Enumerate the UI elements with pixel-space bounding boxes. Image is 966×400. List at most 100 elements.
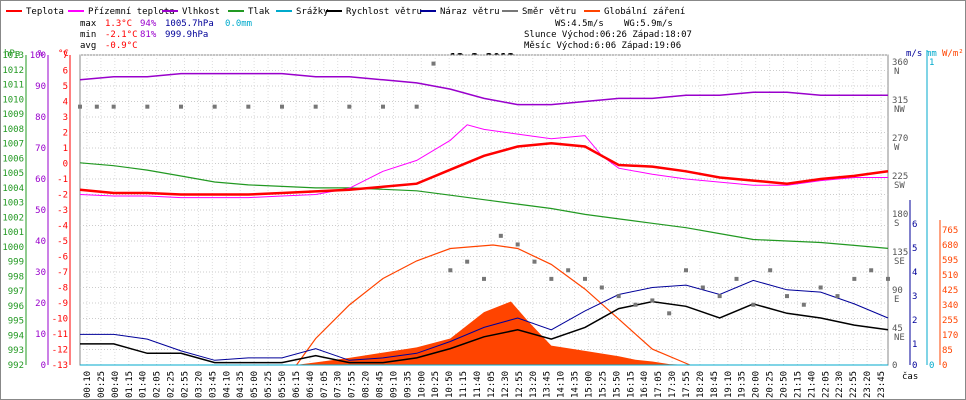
direction-tick-label: 135	[892, 248, 908, 258]
wind-direction-point	[414, 104, 419, 109]
wind-direction-point	[94, 104, 99, 109]
time-tick-label: 00:10	[83, 371, 93, 398]
direction-compass-label: SW	[894, 181, 905, 191]
legend-label: Směr větru	[522, 7, 576, 17]
plot-area	[78, 61, 890, 366]
wind-direction-point	[179, 104, 183, 109]
time-tick-label: 05:00	[250, 371, 260, 398]
time-tick-label: 22:30	[835, 371, 845, 398]
max-humidity: 94%	[140, 19, 157, 29]
wind-direction-point	[532, 259, 537, 264]
wind-speed-stat: WS:4.5m/s	[555, 19, 604, 29]
left-unit-label: hPa	[4, 49, 20, 59]
temperature-tick-label: 7	[63, 51, 68, 61]
time-tick-label: 00:40	[111, 371, 121, 398]
time-tick-label: 12:55	[515, 371, 525, 398]
temperature-tick-label: 2	[63, 129, 68, 139]
radiation-tick-label: 85	[942, 346, 953, 356]
time-tick-label: 18:20	[696, 371, 706, 398]
time-tick-label: 02:55	[180, 371, 190, 398]
pressure-tick-label: 1013	[2, 51, 24, 61]
time-tick-label: 20:50	[780, 371, 790, 398]
pressure-tick-label: 1001	[2, 228, 24, 238]
time-tick-label: 12:30	[501, 371, 511, 398]
time-tick-label: 06:40	[306, 371, 316, 398]
temperature-tick-label: 0	[63, 160, 68, 170]
radiation-tick-label: 255	[942, 316, 958, 326]
time-tick-label: 13:20	[529, 371, 539, 398]
direction-tick-label: 45	[892, 324, 903, 334]
legend-label: Tlak	[248, 7, 270, 17]
radiation-tick-label: 680	[942, 241, 958, 251]
time-tick-label: 20:25	[766, 371, 776, 398]
min-pressure: 999.9hPa	[165, 30, 208, 40]
wind-speed-tick-label: 4	[912, 268, 917, 278]
wind-direction-point	[498, 233, 503, 238]
temperature-tick-label: -8	[57, 284, 68, 294]
time-tick-label: 18:45	[710, 371, 720, 398]
pressure-tick-label: 1007	[2, 140, 24, 150]
time-tick-label: 15:25	[598, 371, 608, 398]
time-tick-label: 10:50	[445, 371, 455, 398]
direction-tick-label: 270	[892, 134, 908, 144]
wind-direction-point	[835, 294, 840, 299]
stats-panel: max 1.3°C 94% 1005.7hPa 0.0mm min -2.1°C…	[80, 19, 692, 51]
sun-times: Slunce Východ:06:26 Západ:18:07	[524, 30, 692, 40]
time-tick-label: 21:15	[793, 371, 803, 398]
direction-tick-label: 225	[892, 172, 908, 182]
direction-compass-label: W	[894, 143, 900, 153]
wind-direction-point	[633, 302, 638, 307]
time-tick-label: 10:00	[417, 371, 427, 398]
max-rain: 0.0mm	[225, 19, 252, 29]
wind-direction-point	[347, 104, 352, 109]
temperature-tick-label: 6	[63, 67, 68, 77]
humidity-tick-label: 30	[35, 268, 46, 278]
wind-direction-point	[650, 298, 655, 303]
time-tick-label: 00:25	[97, 371, 107, 398]
direction-compass-label: NE	[894, 333, 905, 343]
temperature-tick-label: -10	[52, 315, 68, 325]
legend-label: Náraz větru	[440, 7, 500, 17]
wind-direction-point	[280, 104, 284, 109]
radiation-tick-label: 0	[942, 361, 947, 371]
pressure-tick-label: 999	[8, 258, 24, 268]
direction-tick-label: 180	[892, 210, 908, 220]
pressure-tick-label: 1003	[2, 199, 24, 209]
time-tick-label: 07:55	[348, 371, 358, 398]
pressure-tick-label: 1008	[2, 125, 24, 135]
temperature-tick-label: -7	[57, 268, 68, 278]
wind-direction-point	[566, 268, 571, 273]
temperature-tick-label: -4	[57, 222, 68, 232]
time-tick-label: 14:10	[557, 371, 567, 398]
wind-direction-point	[78, 104, 82, 109]
wind-direction-point	[111, 104, 116, 109]
pressure-tick-label: 1000	[2, 243, 24, 253]
temperature-tick-label: -6	[57, 253, 68, 263]
time-tick-label: 21:40	[807, 371, 817, 398]
pressure-tick-label: 1005	[2, 169, 24, 179]
pressure-tick-label: 993	[8, 346, 24, 356]
left-unit-label: %	[38, 49, 44, 59]
humidity-tick-label: 80	[35, 113, 46, 123]
humidity-tick-label: 100	[30, 51, 46, 61]
legend-label: Přízemní teplota	[88, 7, 175, 17]
direction-tick-label: 315	[892, 96, 908, 106]
pressure-tick-label: 997	[8, 287, 24, 297]
wind-speed-tick-label: 0	[912, 361, 917, 371]
wind-direction-point	[684, 268, 688, 273]
humidity-tick-label: 20	[35, 299, 46, 309]
time-tick-label: 09:35	[403, 371, 413, 398]
pressure-tick-label: 1002	[2, 213, 24, 223]
time-tick-label: 15:50	[612, 371, 622, 398]
humidity-tick-label: 10	[35, 330, 46, 340]
direction-tick-label: 360	[892, 58, 908, 68]
avg-temp: -0.9°C	[105, 41, 138, 51]
time-tick-label: 13:45	[543, 371, 553, 398]
wind-direction-point	[734, 276, 739, 281]
time-tick-label: 05:50	[278, 371, 288, 398]
max-temp: 1.3°C	[105, 19, 132, 29]
wind-direction-point	[465, 259, 470, 264]
temperature-tick-label: -3	[57, 206, 68, 216]
radiation-tick-label: 765	[942, 226, 958, 236]
